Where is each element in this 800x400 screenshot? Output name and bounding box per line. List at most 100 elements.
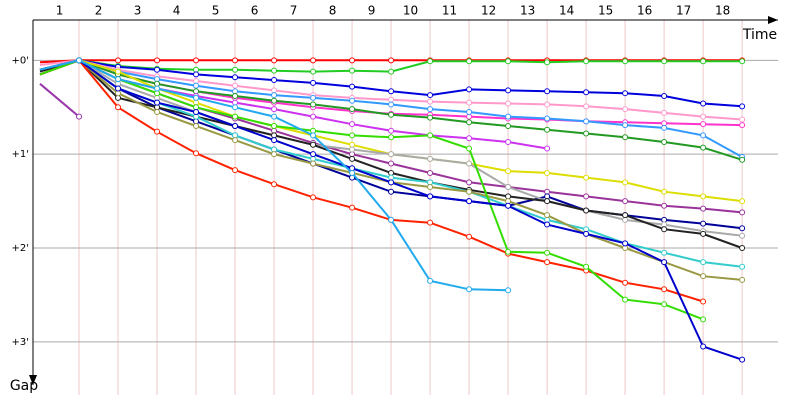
point xyxy=(349,146,356,153)
point xyxy=(193,150,200,157)
point xyxy=(466,286,473,293)
y-axis-label: Gap xyxy=(10,378,38,394)
point xyxy=(661,202,668,209)
x-tick-label: 13 xyxy=(520,4,535,18)
point xyxy=(271,97,278,104)
point xyxy=(427,184,434,191)
point xyxy=(388,216,395,223)
x-tick-label: 4 xyxy=(173,4,181,18)
x-tick-label: 14 xyxy=(559,4,574,18)
x-tick-label: 9 xyxy=(368,4,376,18)
x-tick-label: 12 xyxy=(481,4,496,18)
point xyxy=(271,123,278,130)
point xyxy=(661,286,668,293)
point xyxy=(388,111,395,118)
point xyxy=(427,98,434,105)
point xyxy=(661,138,668,145)
point xyxy=(661,124,668,131)
point xyxy=(349,106,356,113)
point xyxy=(466,135,473,142)
point xyxy=(466,188,473,195)
point xyxy=(544,115,551,122)
point xyxy=(583,89,590,96)
point xyxy=(466,108,473,115)
point xyxy=(544,101,551,108)
x-axis-label: Time xyxy=(742,27,777,43)
point xyxy=(349,57,356,64)
point xyxy=(427,193,434,200)
point xyxy=(505,58,512,65)
point xyxy=(739,156,746,163)
point xyxy=(193,123,200,130)
point xyxy=(271,77,278,84)
point xyxy=(583,58,590,65)
point xyxy=(583,207,590,214)
point xyxy=(583,263,590,270)
point xyxy=(310,113,317,120)
point xyxy=(661,301,668,308)
point xyxy=(232,167,239,174)
point xyxy=(271,67,278,74)
point xyxy=(271,113,278,120)
point xyxy=(466,58,473,65)
point xyxy=(544,88,551,95)
x-tick-label: 2 xyxy=(95,4,103,18)
point xyxy=(700,230,707,237)
point xyxy=(388,188,395,195)
point xyxy=(310,79,317,86)
point xyxy=(154,85,161,92)
point xyxy=(154,128,161,135)
point xyxy=(310,57,317,64)
x-tick-label: 10 xyxy=(403,4,418,18)
point xyxy=(427,277,434,284)
point xyxy=(271,137,278,144)
x-tick-label: 16 xyxy=(637,4,652,18)
point xyxy=(271,106,278,113)
y-tick-label: +1' xyxy=(12,149,30,160)
point xyxy=(193,57,200,64)
y-axis-arrow xyxy=(29,375,37,385)
series-line xyxy=(39,83,80,118)
point xyxy=(700,113,707,120)
point xyxy=(544,126,551,133)
point xyxy=(388,101,395,108)
y-tick-label: +0' xyxy=(12,55,30,66)
point xyxy=(427,132,434,139)
point xyxy=(739,58,746,65)
point xyxy=(427,155,434,162)
point xyxy=(232,74,239,81)
x-tick-label: 11 xyxy=(442,4,457,18)
point xyxy=(661,259,668,266)
point xyxy=(193,82,200,89)
point xyxy=(154,57,161,64)
point xyxy=(505,287,512,294)
point xyxy=(505,123,512,130)
point xyxy=(544,59,551,66)
point xyxy=(700,273,707,280)
point xyxy=(661,109,668,116)
point xyxy=(739,116,746,123)
point xyxy=(271,92,278,99)
x-tick-label: 17 xyxy=(676,4,691,18)
point xyxy=(466,233,473,240)
point xyxy=(544,169,551,176)
point xyxy=(544,212,551,219)
point xyxy=(154,108,161,115)
point xyxy=(388,134,395,141)
point xyxy=(505,168,512,175)
point xyxy=(739,356,746,363)
point xyxy=(700,144,707,151)
point xyxy=(349,121,356,128)
point xyxy=(349,169,356,176)
point xyxy=(115,76,122,83)
point xyxy=(349,132,356,139)
point xyxy=(700,298,707,305)
point xyxy=(700,343,707,350)
point xyxy=(661,249,668,256)
x-tick-label: 7 xyxy=(290,4,298,18)
point xyxy=(349,204,356,211)
point xyxy=(583,130,590,137)
x-tick-label: 6 xyxy=(251,4,259,18)
